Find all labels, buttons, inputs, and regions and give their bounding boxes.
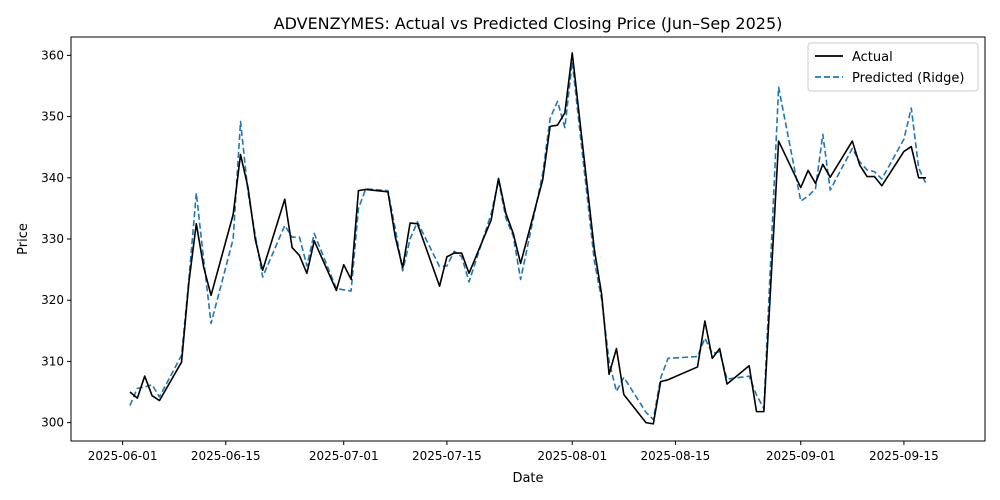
x-tick-label: 2025-08-01 [537,449,607,463]
x-tick-label: 2025-06-01 [88,449,158,463]
legend-label-actual: Actual [852,50,893,65]
x-tick-label: 2025-07-01 [309,449,379,463]
plot-frame [70,36,986,442]
legend-box [807,42,979,92]
y-tick-label: 330 [41,232,64,246]
y-tick-label: 300 [41,416,64,430]
x-axis-label: Date [512,471,543,486]
y-tick-label: 340 [41,171,64,185]
y-tick-label: 310 [41,354,64,368]
y-tick-label: 360 [41,48,64,62]
plot-area [70,36,986,442]
x-tick-label: 2025-09-15 [869,449,939,463]
y-axis: 300 310 320 330 340 350 360 [41,48,71,430]
legend-label-predicted: Predicted (Ridge) [852,71,964,86]
x-axis: 2025-06-01 2025-06-15 2025-07-01 2025-07-15… [88,441,939,463]
y-axis-label: Price [16,223,31,255]
x-tick-label: 2025-08-15 [641,449,711,463]
chart-title: ADVENZYMES: Actual vs Predicted Closing … [274,14,783,33]
x-tick-label: 2025-07-15 [412,449,482,463]
series-layer [129,52,927,425]
y-tick-label: 350 [41,110,64,124]
x-tick-label: 2025-09-01 [766,449,836,463]
series-line-actual [129,52,927,425]
series-line-predicted [129,61,927,421]
y-tick-label: 320 [41,293,64,307]
x-tick-label: 2025-06-15 [191,449,261,463]
legend: Actual Predicted (Ridge) [807,42,979,92]
